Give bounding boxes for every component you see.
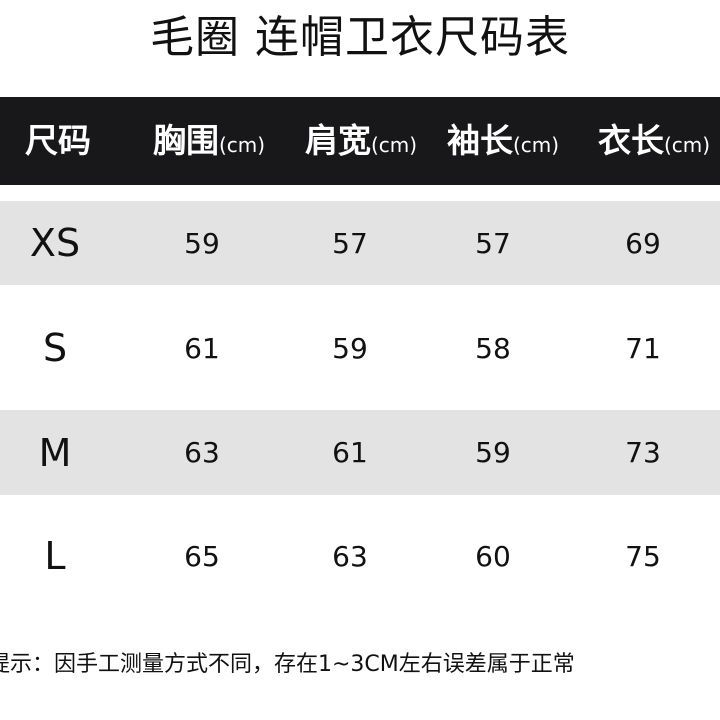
length-cell: 75 bbox=[625, 539, 661, 573]
sleeve-cell: 58 bbox=[475, 331, 511, 365]
sleeve-cell: 59 bbox=[475, 436, 511, 469]
sleeve-cell: 57 bbox=[475, 226, 511, 260]
header-label: 衣长 bbox=[598, 121, 664, 160]
header-label: 肩宽 bbox=[305, 121, 371, 160]
chest-cell: 63 bbox=[184, 436, 220, 469]
length-cell: 73 bbox=[625, 436, 661, 469]
header-unit: (cm) bbox=[513, 133, 560, 157]
size-cell: XS bbox=[29, 221, 81, 265]
size-cell: L bbox=[44, 534, 66, 578]
header-label: 袖长 bbox=[447, 121, 513, 160]
measurement-note: 提示：因手工测量方式不同，存在1~3CM左右误差属于正常 bbox=[0, 652, 575, 677]
shoulder-cell: 63 bbox=[332, 539, 368, 573]
chest-cell: 59 bbox=[184, 226, 220, 260]
header-size: 尺码 bbox=[25, 121, 91, 160]
length-cell: 69 bbox=[625, 226, 661, 260]
header-unit: (cm) bbox=[371, 133, 418, 157]
chest-cell: 65 bbox=[184, 539, 220, 573]
table-header: 尺码 胸围(cm) 肩宽(cm) 袖长(cm) 衣长(cm) bbox=[0, 97, 720, 185]
table-row: XS 59 57 57 69 bbox=[0, 201, 720, 285]
size-cell: M bbox=[38, 430, 72, 475]
shoulder-cell: 61 bbox=[332, 436, 368, 469]
table-row: M 63 61 59 73 bbox=[0, 410, 720, 495]
table-row: L 65 63 60 75 bbox=[0, 508, 720, 604]
table-row: S 61 59 58 71 bbox=[0, 300, 720, 396]
header-unit: (cm) bbox=[664, 133, 711, 157]
header-unit: (cm) bbox=[219, 133, 266, 157]
size-cell: S bbox=[42, 326, 68, 370]
shoulder-cell: 59 bbox=[332, 331, 368, 365]
header-length: 衣长(cm) bbox=[598, 97, 710, 185]
header-shoulder: 肩宽(cm) bbox=[305, 97, 417, 185]
sleeve-cell: 60 bbox=[475, 539, 511, 573]
chest-cell: 61 bbox=[184, 331, 220, 365]
page-title: 毛圈 连帽卫衣尺码表 bbox=[150, 12, 570, 63]
header-label: 胸围 bbox=[153, 121, 219, 160]
header-chest: 胸围(cm) bbox=[153, 97, 265, 185]
length-cell: 71 bbox=[625, 331, 661, 365]
header-sleeve: 袖长(cm) bbox=[447, 97, 559, 185]
shoulder-cell: 57 bbox=[332, 226, 368, 260]
